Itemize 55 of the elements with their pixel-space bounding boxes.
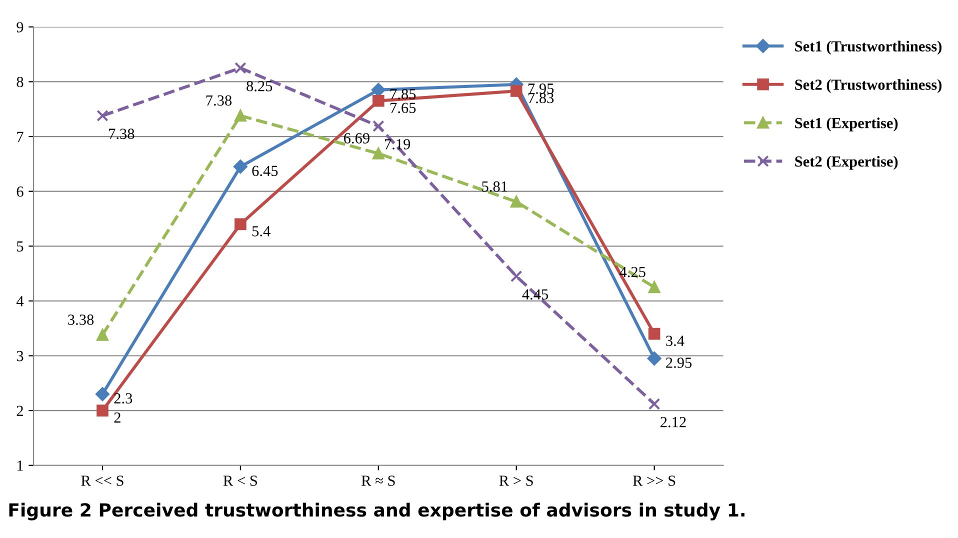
text: Figure 2 Perceived trustworthiness and expertise of advisors in study 1.: [9, 502, 744, 520]
point: [372, 120, 384, 132]
data-label: 7.38: [109, 128, 134, 140]
x-tick-label: R > S: [499, 476, 533, 486]
data-label: 2: [114, 412, 120, 423]
data-label: 3.38: [68, 314, 94, 325]
y-tick-label: 9: [16, 22, 24, 32]
point: [510, 85, 522, 97]
data-label: 6.45: [252, 166, 278, 176]
y-tick-label: 3: [16, 350, 24, 362]
x-tick-label: R < S: [223, 476, 257, 486]
data-label: 6.69: [344, 133, 370, 144]
y-tick-label: 2: [16, 406, 23, 416]
legend-label: Set2 (Expertise): [795, 156, 898, 170]
data-label: 2.95: [666, 358, 692, 368]
data-label: 7.65: [390, 102, 416, 114]
point: [648, 328, 660, 340]
data-label: 2.3: [114, 393, 132, 404]
x-tick-label: R ≈ S: [361, 476, 395, 486]
point: [96, 110, 108, 122]
data-label: 5.4: [252, 226, 270, 236]
y-tick-label: 6: [16, 186, 24, 197]
x-tick-label: R << S: [81, 476, 124, 486]
point: [234, 62, 246, 74]
point: [510, 270, 522, 282]
legend-label: Set1 (Trustworthiness): [795, 40, 942, 55]
y-tick-label: 5: [17, 241, 24, 252]
legend-label: Set2 (Trustworthiness): [795, 79, 942, 93]
point: [372, 94, 384, 107]
y-tick-label: 7: [17, 132, 24, 142]
data-label: 3.4: [666, 336, 684, 346]
data-label: 2.12: [660, 416, 686, 428]
y-tick-label: 4: [16, 296, 24, 306]
point: [647, 352, 662, 366]
point: [648, 281, 660, 294]
point: [96, 387, 110, 402]
point: [234, 160, 248, 174]
data-label: 7.19: [384, 139, 410, 150]
data-label: 8.25: [246, 80, 272, 92]
y-tick-label: 1: [18, 460, 23, 471]
point: [510, 196, 522, 208]
data-label: 7.38: [206, 95, 232, 106]
data-label: 7.83: [528, 92, 554, 104]
data-label: 7.85: [390, 89, 416, 100]
data-label: 5.81: [482, 181, 508, 192]
point: [96, 329, 108, 341]
point: [234, 110, 246, 122]
x-tick-label: R >> S: [632, 476, 676, 486]
point: [371, 82, 386, 97]
point: [234, 218, 246, 230]
point: [372, 148, 384, 160]
legend-label: Set1 (Expertise): [795, 118, 898, 132]
point: [96, 404, 108, 416]
point: [648, 398, 660, 410]
y-tick-label: 8: [16, 76, 24, 88]
